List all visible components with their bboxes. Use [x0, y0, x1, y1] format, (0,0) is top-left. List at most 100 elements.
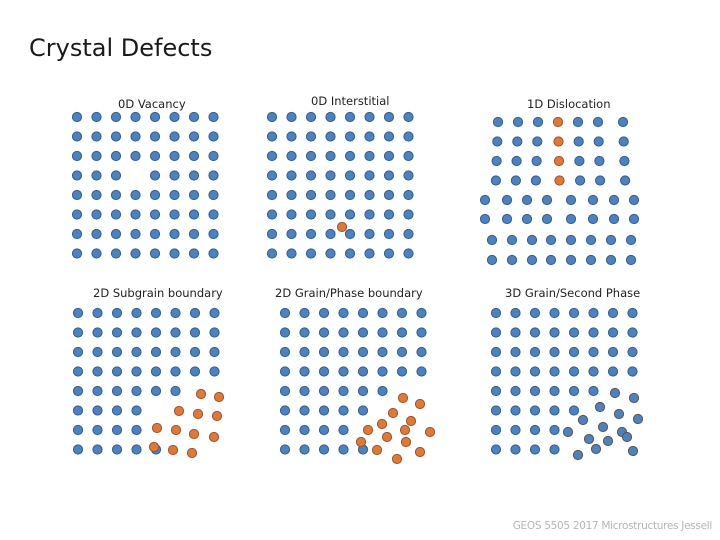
atom [585, 254, 597, 266]
defect-atom [553, 155, 565, 167]
atom [383, 228, 395, 240]
atom [506, 234, 518, 246]
atom [131, 366, 142, 377]
atom [344, 111, 356, 123]
atom [364, 150, 375, 162]
atom [532, 136, 543, 147]
atom [325, 209, 336, 220]
atom [91, 248, 102, 259]
atom [338, 327, 349, 338]
atom [565, 234, 577, 246]
second-phase-atom [609, 387, 621, 399]
atom [627, 366, 638, 377]
atom [490, 444, 502, 455]
atom [403, 150, 414, 162]
atom [325, 170, 336, 181]
atom [305, 228, 317, 240]
atom [279, 444, 291, 455]
atom [490, 366, 502, 377]
atom [549, 307, 560, 319]
atom [169, 170, 180, 181]
atom [131, 444, 142, 455]
atom [490, 307, 502, 319]
second-phase-atom [583, 433, 595, 445]
atom [299, 307, 310, 319]
atom [325, 150, 336, 162]
atom [325, 131, 336, 142]
atom [593, 136, 604, 147]
atom [486, 254, 498, 266]
atom [130, 150, 141, 162]
defect-atom [552, 116, 564, 128]
defect-atom [414, 398, 426, 410]
atom [110, 150, 122, 162]
atom [510, 307, 521, 319]
atom [377, 346, 388, 358]
atom [279, 346, 291, 358]
panel-grain-boundary-lattice [279, 307, 436, 465]
defect-atom [148, 441, 160, 453]
atom [91, 131, 102, 142]
atom [279, 405, 291, 416]
atom [266, 150, 278, 162]
atom [208, 189, 219, 201]
atom [169, 131, 180, 142]
atom [607, 307, 619, 319]
atom [130, 228, 141, 240]
atom [318, 444, 330, 455]
atom [149, 170, 161, 181]
atom [72, 366, 84, 377]
atom [383, 189, 395, 201]
atom [170, 366, 181, 377]
atom [149, 248, 161, 259]
atom [549, 327, 560, 338]
atom [344, 189, 356, 201]
atom [72, 444, 84, 455]
defect-atom [186, 447, 198, 459]
atom [377, 385, 388, 397]
atom [344, 170, 356, 181]
atom [490, 327, 502, 338]
atom [587, 213, 599, 225]
atom [479, 213, 491, 225]
atom [512, 136, 523, 147]
atom [383, 248, 395, 259]
atom [529, 444, 541, 455]
atom [150, 307, 162, 319]
atom [607, 366, 619, 377]
atom [318, 307, 330, 319]
atom [110, 170, 122, 181]
atom [188, 209, 200, 220]
atom [383, 150, 395, 162]
atom [325, 189, 336, 201]
defect-atom [554, 175, 565, 186]
defect-atom [188, 428, 200, 440]
atom [110, 189, 122, 201]
atom [565, 254, 577, 266]
atom [305, 209, 317, 220]
atom [318, 405, 330, 416]
atom [357, 385, 369, 397]
second-phase-atom [577, 414, 589, 426]
atom [619, 155, 630, 167]
atom [91, 189, 102, 201]
atom [529, 307, 541, 319]
atom [130, 111, 141, 123]
atom [490, 385, 502, 397]
defect-atom [173, 405, 185, 417]
atom [71, 131, 83, 142]
atom [130, 248, 141, 259]
atom [377, 366, 388, 377]
atom [383, 170, 395, 181]
panel-second-phase-lattice [490, 307, 644, 461]
atom [344, 131, 356, 142]
panel-label-interstitial: 0D Interstitial [311, 94, 390, 108]
atom [364, 131, 375, 142]
atom [286, 170, 297, 181]
atom [364, 209, 375, 220]
atom [521, 194, 533, 206]
atom [510, 346, 521, 358]
atom [396, 346, 408, 358]
atom [72, 327, 84, 338]
atom [110, 111, 122, 123]
